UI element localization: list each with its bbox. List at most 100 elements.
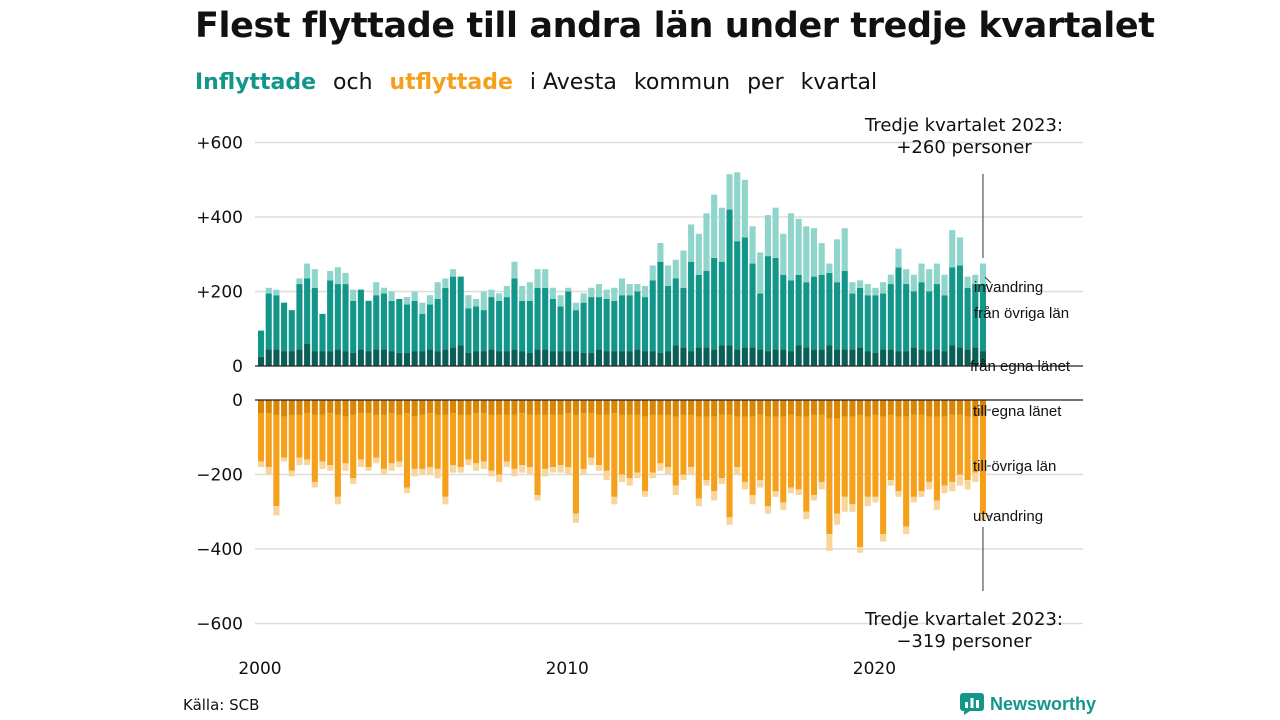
bar-out-same-county xyxy=(549,400,556,415)
bar-in-immigration xyxy=(496,293,503,301)
bar-out-same-county xyxy=(672,400,679,417)
bar-in-immigration xyxy=(949,230,956,268)
bar-out-same-county xyxy=(565,400,572,414)
bar-out-emigration xyxy=(818,481,825,490)
bar-in-immigration xyxy=(926,269,933,292)
bar-out-emigration xyxy=(265,467,272,475)
x-tick-label: 2010 xyxy=(546,659,589,679)
bar-in-other-county xyxy=(396,298,403,353)
bar-in-other-county xyxy=(626,295,633,352)
bar-in-other-county xyxy=(595,297,603,350)
bar-out-emigration xyxy=(611,496,618,505)
bar-in-immigration xyxy=(918,263,925,283)
bar-out-other-county xyxy=(657,414,664,464)
bar-in-same-county xyxy=(565,351,572,366)
bar-in-other-county xyxy=(342,284,349,352)
bar-out-same-county xyxy=(473,400,480,414)
bar-in-immigration xyxy=(519,285,526,301)
bar-in-immigration xyxy=(726,174,733,210)
bar-in-immigration xyxy=(595,284,603,298)
bar-in-other-county xyxy=(519,300,526,352)
bar-out-other-county xyxy=(388,413,395,464)
bar-out-emigration xyxy=(872,496,879,503)
bar-out-emigration xyxy=(388,463,395,471)
bar-out-same-county xyxy=(357,400,364,414)
bar-out-other-county xyxy=(903,416,910,527)
bar-in-same-county xyxy=(772,349,779,366)
bar-out-same-county xyxy=(426,400,434,414)
bar-in-other-county xyxy=(288,310,295,352)
bar-in-other-county xyxy=(603,298,610,352)
bar-out-same-county xyxy=(764,400,771,417)
bar-in-same-county xyxy=(649,351,656,366)
bar-out-other-county xyxy=(972,416,979,473)
brand-name: Newsworthy xyxy=(990,693,1097,714)
bar-in-other-county xyxy=(818,274,825,350)
bar-out-emigration xyxy=(910,496,917,503)
newsworthy-logo[interactable]: Newsworthy xyxy=(960,693,1096,715)
bar-out-other-county xyxy=(403,413,411,488)
bar-in-other-county xyxy=(365,300,372,352)
bar-out-same-county xyxy=(926,400,933,417)
bar-out-other-county xyxy=(818,414,825,482)
bar-in-same-county xyxy=(542,349,549,366)
subtitle-och: och xyxy=(333,70,373,95)
bar-out-other-county xyxy=(304,413,311,460)
bar-in-same-county xyxy=(311,351,318,366)
bar-in-immigration xyxy=(411,291,418,301)
bar-in-other-county xyxy=(311,287,318,352)
bar-out-same-county xyxy=(757,400,764,415)
bar-out-other-county xyxy=(549,414,556,468)
bar-in-same-county xyxy=(964,349,971,366)
bar-out-same-county xyxy=(795,400,802,417)
bar-in-other-county xyxy=(910,291,917,348)
y-tick-label-bottom: 0 xyxy=(232,391,243,411)
bar-in-same-county xyxy=(695,347,702,366)
bar-in-other-county xyxy=(649,280,656,352)
bar-out-emigration xyxy=(519,465,526,473)
bar-in-same-county xyxy=(864,351,871,366)
bar-in-same-county xyxy=(933,349,940,366)
bar-out-other-county xyxy=(588,413,595,458)
bar-in-other-county xyxy=(972,284,979,348)
y-tick-label-top: +200 xyxy=(196,283,243,303)
bar-out-emigration xyxy=(780,502,787,510)
bar-out-same-county xyxy=(634,400,641,415)
bar-in-immigration xyxy=(419,302,426,314)
bar-in-other-county xyxy=(949,267,956,346)
bar-out-same-county xyxy=(741,400,748,417)
bar-in-same-county xyxy=(910,347,917,366)
annotation-bottom-line1: Tredje kvartalet 2023: xyxy=(865,609,1063,630)
bar-out-same-county xyxy=(434,400,441,415)
series-label-top: invandring xyxy=(974,279,1043,296)
bar-out-emigration xyxy=(442,496,449,505)
bar-out-other-county xyxy=(350,414,357,479)
bar-in-same-county xyxy=(818,349,825,366)
bar-out-same-county xyxy=(618,400,626,415)
bar-out-other-county xyxy=(595,414,603,466)
bar-out-other-county xyxy=(772,416,779,492)
bar-out-same-county xyxy=(580,400,587,414)
bar-in-immigration xyxy=(265,287,272,294)
bar-out-emigration xyxy=(457,467,464,473)
bar-out-other-county xyxy=(918,414,925,492)
bar-in-same-county xyxy=(680,347,687,366)
bar-in-immigration xyxy=(626,284,633,296)
bar-in-immigration xyxy=(972,274,979,285)
bar-out-emigration xyxy=(956,474,963,486)
bar-out-emigration xyxy=(542,468,549,477)
bar-in-same-county xyxy=(434,351,441,366)
bar-out-other-county xyxy=(803,416,810,512)
bar-out-same-county xyxy=(872,400,879,415)
bar-out-other-county xyxy=(864,416,871,497)
bar-in-immigration xyxy=(565,287,572,292)
series-label-top: från egna länet xyxy=(970,358,1071,375)
bar-out-same-county xyxy=(511,400,518,415)
bar-in-immigration xyxy=(649,265,656,281)
bar-in-same-county xyxy=(296,349,303,366)
bar-in-other-county xyxy=(419,313,426,352)
bar-out-same-county xyxy=(787,400,795,415)
bar-in-immigration xyxy=(488,289,495,298)
bar-in-immigration xyxy=(304,263,311,279)
bar-in-other-county xyxy=(780,274,787,350)
